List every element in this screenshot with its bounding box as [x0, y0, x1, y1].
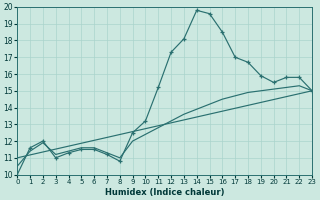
X-axis label: Humidex (Indice chaleur): Humidex (Indice chaleur): [105, 188, 224, 197]
